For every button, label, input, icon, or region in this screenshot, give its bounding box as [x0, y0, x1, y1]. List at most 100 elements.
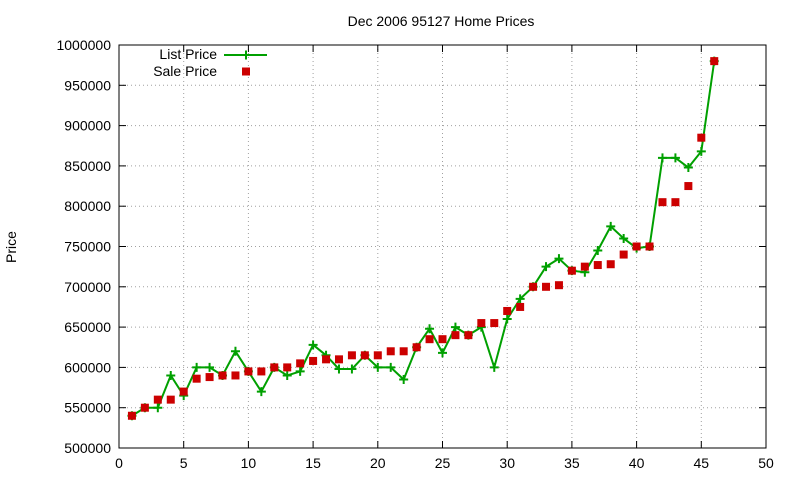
plot-frame [118, 44, 767, 449]
list-price-point [619, 233, 629, 243]
legend-marker-list-price [241, 50, 251, 60]
sale-price-point [425, 335, 434, 344]
list-price-point [334, 364, 344, 374]
x-tick-label: 30 [499, 455, 515, 471]
list-price-point [192, 362, 202, 372]
y-tick-label: 850000 [64, 158, 111, 174]
legend-label-sale-price: Sale Price [153, 63, 217, 79]
sale-price-point [580, 262, 589, 271]
list-price-point [347, 364, 357, 374]
x-tick-label: 50 [758, 455, 774, 471]
list-price-point [282, 370, 292, 380]
list-price-point [205, 362, 215, 372]
sale-price-point [334, 355, 343, 364]
list-price-point [593, 246, 603, 256]
list-price-point [373, 362, 383, 372]
list-price-point [153, 403, 163, 413]
sale-price-point [309, 356, 318, 365]
sale-price-point [619, 250, 628, 259]
sale-price-point [516, 302, 525, 311]
sale-price-point [542, 282, 551, 291]
sale-price-point [451, 331, 460, 340]
sale-price-point [645, 242, 654, 251]
sale-price-point [192, 374, 201, 383]
sale-price-point [153, 395, 162, 404]
list-price-point [554, 254, 564, 264]
sale-price-point [593, 261, 602, 270]
sale-price-point [322, 355, 331, 364]
y-tick-label: 950000 [64, 77, 111, 93]
sale-price-point [477, 319, 486, 328]
sale-price-point [270, 363, 279, 372]
sale-price-point [464, 331, 473, 340]
sale-price-point [231, 371, 240, 380]
list-price-point [606, 221, 616, 231]
sale-price-point [127, 411, 136, 420]
x-tick-label: 40 [629, 455, 645, 471]
sale-price-point [632, 242, 641, 251]
x-tick-label: 45 [694, 455, 710, 471]
list-price-point [425, 324, 435, 334]
y-tick-label: 550000 [64, 400, 111, 416]
plot-marks [127, 56, 719, 421]
sale-price-point [205, 373, 214, 382]
y-tick-label: 900000 [64, 118, 111, 134]
y-tick-label: 700000 [64, 279, 111, 295]
y-tick-label: 500000 [64, 440, 111, 456]
sale-price-point [360, 351, 369, 360]
y-tick-label: 800000 [64, 198, 111, 214]
list-price-point [657, 153, 667, 163]
x-tick-label: 25 [435, 455, 451, 471]
grid [119, 45, 766, 448]
list-price-point [489, 362, 499, 372]
sale-price-point [399, 347, 408, 356]
sale-price-point [166, 395, 175, 404]
x-tick-label: 0 [115, 455, 123, 471]
sale-price-point [697, 133, 706, 142]
sale-price-point [218, 371, 227, 380]
sale-price-point [296, 359, 305, 368]
list-price-point [541, 262, 551, 272]
list-price-point [399, 374, 409, 384]
tick-labels: 0 5 10 15 20 25 30 35 40 45 50 500000 550000 600000 65… [56, 37, 774, 471]
y-tick-label: 600000 [64, 359, 111, 375]
list-price-point [450, 322, 460, 332]
list-price-point [502, 314, 512, 324]
sale-price-point [283, 363, 292, 372]
sale-price-point [567, 266, 576, 275]
y-tick-label: 750000 [64, 239, 111, 255]
legend: List Price Sale Price [153, 46, 267, 79]
chart-title: Dec 2006 95127 Home Prices [348, 13, 535, 29]
legend-marker-sale-price [242, 67, 250, 76]
y-axis-label: Price [3, 231, 19, 263]
sale-price-point [257, 367, 266, 376]
sale-price-point [179, 387, 188, 396]
sale-price-point [412, 343, 421, 352]
sale-price-point [671, 198, 680, 207]
x-tick-label: 5 [180, 455, 188, 471]
list-price-point [696, 146, 706, 156]
list-price-point [386, 362, 396, 372]
sale-price-point [710, 57, 719, 66]
sale-price-point [554, 281, 563, 290]
sale-price-point [438, 335, 447, 344]
list-price-point [230, 346, 240, 356]
sale-price-point [503, 306, 512, 315]
sale-price-point [244, 367, 253, 376]
x-tick-label: 15 [305, 455, 321, 471]
y-tick-label: 1000000 [56, 37, 111, 53]
x-tick-label: 10 [241, 455, 257, 471]
sale-price-point [490, 319, 499, 328]
x-tick-label: 20 [370, 455, 386, 471]
list-price-point [166, 370, 176, 380]
list-price-line [131, 60, 716, 417]
sale-price-point [684, 182, 693, 191]
sale-price-point [606, 260, 615, 269]
list-price-point [683, 163, 693, 173]
sale-price-point [347, 351, 356, 360]
list-price-point [295, 366, 305, 376]
list-price-point [515, 294, 525, 304]
sale-price-point [140, 403, 149, 412]
sale-price-point [373, 351, 382, 360]
